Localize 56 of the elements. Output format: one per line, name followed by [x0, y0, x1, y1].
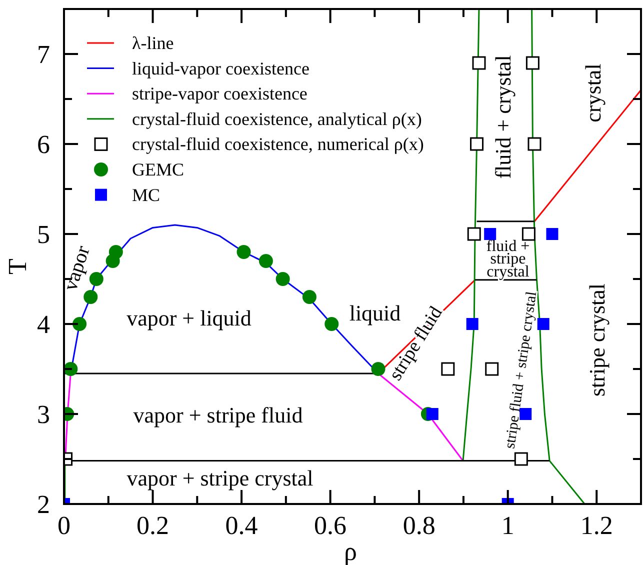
annotation: vapor + liquid — [126, 306, 252, 331]
point — [537, 318, 550, 330]
legend-label: MC — [132, 184, 160, 205]
annotation: crystal — [580, 64, 606, 122]
point — [441, 362, 455, 376]
point — [470, 137, 484, 151]
y-tick-label: 7 — [37, 40, 50, 69]
annotation: fluid + stripe crystal — [486, 238, 530, 280]
y-tick-label: 4 — [37, 310, 50, 339]
x-tick-label: 1 — [501, 511, 514, 540]
y-axis-title: T — [3, 258, 32, 274]
point — [526, 56, 540, 70]
point — [546, 228, 558, 240]
point — [324, 317, 339, 331]
point — [72, 317, 87, 331]
y-tick-label: 3 — [37, 400, 50, 429]
point — [302, 290, 316, 304]
point — [485, 362, 499, 376]
x-tick-label: 0 — [58, 511, 70, 540]
point — [258, 254, 273, 268]
legend-label: stripe-vapor coexistence — [132, 84, 308, 104]
legend-label: λ-line — [132, 33, 174, 53]
annotation: liquid — [349, 300, 401, 326]
point — [236, 245, 251, 259]
point — [528, 137, 542, 151]
legend-label: crystal-fluid coexistence, analytical ρ(x) — [132, 108, 422, 129]
annotation: stripe crystal — [584, 283, 610, 397]
point — [64, 362, 78, 376]
point — [514, 452, 528, 466]
point — [484, 228, 496, 240]
annotation: vapor — [59, 242, 95, 294]
annotation: vapor + stripe crystal — [126, 466, 314, 491]
x-tick-label: 0.6 — [314, 511, 347, 540]
point — [108, 245, 123, 259]
x-tick-label: 0.4 — [225, 511, 258, 540]
annotation: vapor + stripe fluid — [133, 402, 303, 428]
annotation: stripe fluid + stripe crystal — [502, 290, 540, 450]
point — [276, 272, 290, 286]
x-tick-label: 1.2 — [580, 511, 613, 540]
y-tick-label: 2 — [37, 490, 50, 519]
legend-label: crystal-fluid coexistence, numerical ρ(x) — [132, 134, 424, 154]
x-tick-label: 0.2 — [136, 511, 170, 540]
point — [426, 408, 438, 420]
legend-label: GEMC — [132, 160, 184, 180]
legend-label: liquid-vapor coexistence — [132, 58, 310, 78]
point — [467, 227, 481, 241]
annotation: fluid + crystal — [490, 55, 516, 179]
point — [466, 318, 478, 330]
y-tick-label: 5 — [37, 220, 50, 249]
point — [472, 56, 486, 70]
point — [522, 227, 536, 241]
y-tick-label: 6 — [37, 130, 50, 159]
point — [84, 290, 98, 304]
x-tick-label: 0.8 — [402, 511, 436, 540]
point — [89, 272, 104, 286]
point — [371, 362, 386, 376]
